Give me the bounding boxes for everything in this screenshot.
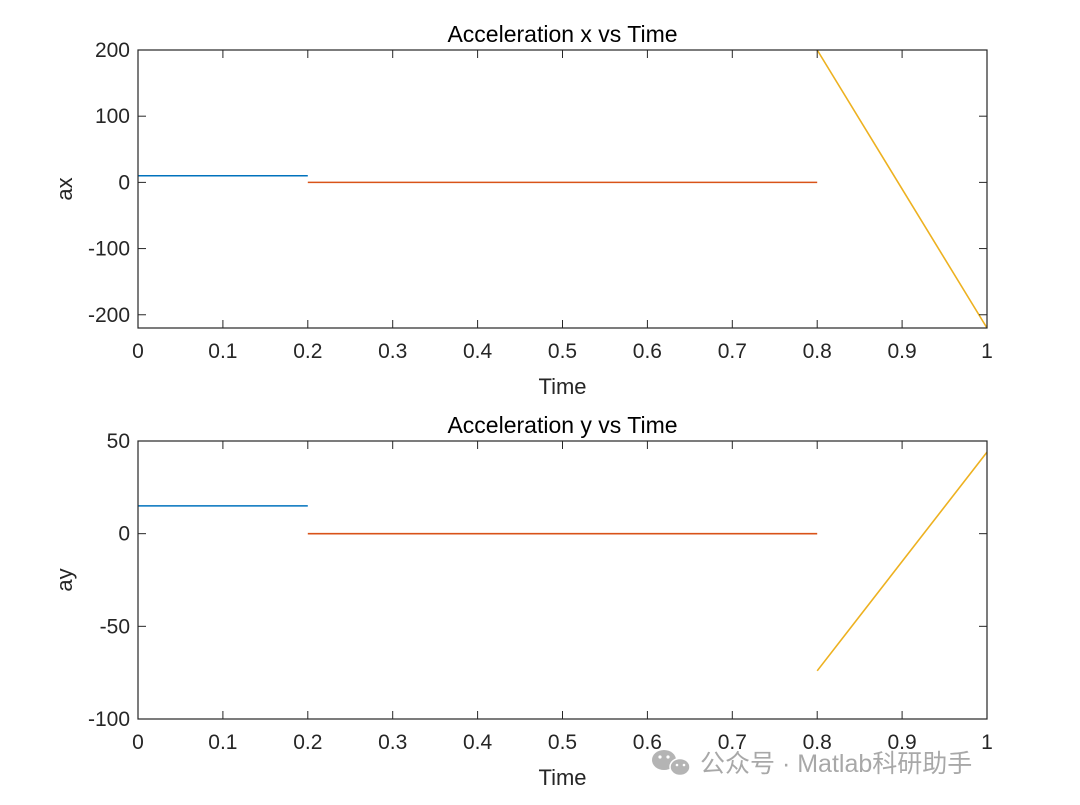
series-line-3 — [816, 49, 988, 329]
x-tick-label: 0.2 — [293, 731, 322, 754]
x-tick-label: 0.8 — [803, 340, 832, 363]
x-tick-label: 0.5 — [548, 731, 577, 754]
y-tick-label: -50 — [100, 615, 130, 638]
x-tick-label: 0.1 — [208, 340, 237, 363]
subplot-1: Acceleration x vs Time 0 0.1 0.2 0.3 0.4 0.5 0.… — [52, 21, 993, 399]
x-tick-label: 0.3 — [378, 731, 407, 754]
x-tick-label: 0.7 — [718, 731, 747, 754]
x-tick-label: 0.7 — [718, 340, 747, 363]
x-tick-label: 0.5 — [548, 340, 577, 363]
x-tick-label: 0 — [132, 340, 144, 363]
watermark-text: 公众号 · Matlab科研助手 — [700, 750, 972, 778]
x-axis-label: Time — [538, 374, 586, 399]
x-tick-label: 0.1 — [208, 731, 237, 754]
y-tick-label: -200 — [88, 304, 130, 327]
y-axis-label: ay — [52, 568, 77, 591]
subplot-2: Acceleration y vs Time 0 0.1 0.2 0.3 0.4 0.5 0.… — [52, 412, 993, 790]
chart-title: Acceleration x vs Time — [447, 21, 677, 47]
x-tick-label: 0.3 — [378, 340, 407, 363]
y-tick-label: 100 — [95, 105, 130, 128]
y-tick-label: 200 — [95, 39, 130, 62]
y-tick-label: 0 — [118, 171, 130, 194]
x-tick-label: 0.6 — [633, 340, 662, 363]
x-tick-label: 0.9 — [887, 340, 916, 363]
x-tick-label: 1 — [981, 340, 993, 363]
x-tick-label: 0.6 — [633, 731, 662, 754]
x-tick-label: 0.9 — [887, 731, 916, 754]
x-tick-label: 0.4 — [463, 731, 493, 754]
wechat-icon — [652, 750, 691, 777]
y-tick-label: 0 — [118, 523, 130, 546]
axes-box — [137, 440, 988, 720]
x-tick-label: 1 — [981, 731, 993, 754]
chart-title: Acceleration y vs Time — [447, 412, 677, 438]
x-axis-label: Time — [538, 765, 586, 790]
y-tick-label: -100 — [88, 708, 130, 731]
watermark: 公众号 · Matlab科研助手 — [652, 750, 972, 778]
y-axis-label: ax — [52, 177, 77, 200]
x-tick-label: 0.2 — [293, 340, 322, 363]
y-tick-label: -100 — [88, 238, 130, 261]
y-tick-label: 50 — [107, 430, 130, 453]
axes-box — [137, 49, 988, 329]
x-tick-label: 0.8 — [803, 731, 832, 754]
x-tick-label: 0 — [132, 731, 144, 754]
x-tick-label: 0.4 — [463, 340, 493, 363]
series-line-3 — [816, 451, 988, 672]
